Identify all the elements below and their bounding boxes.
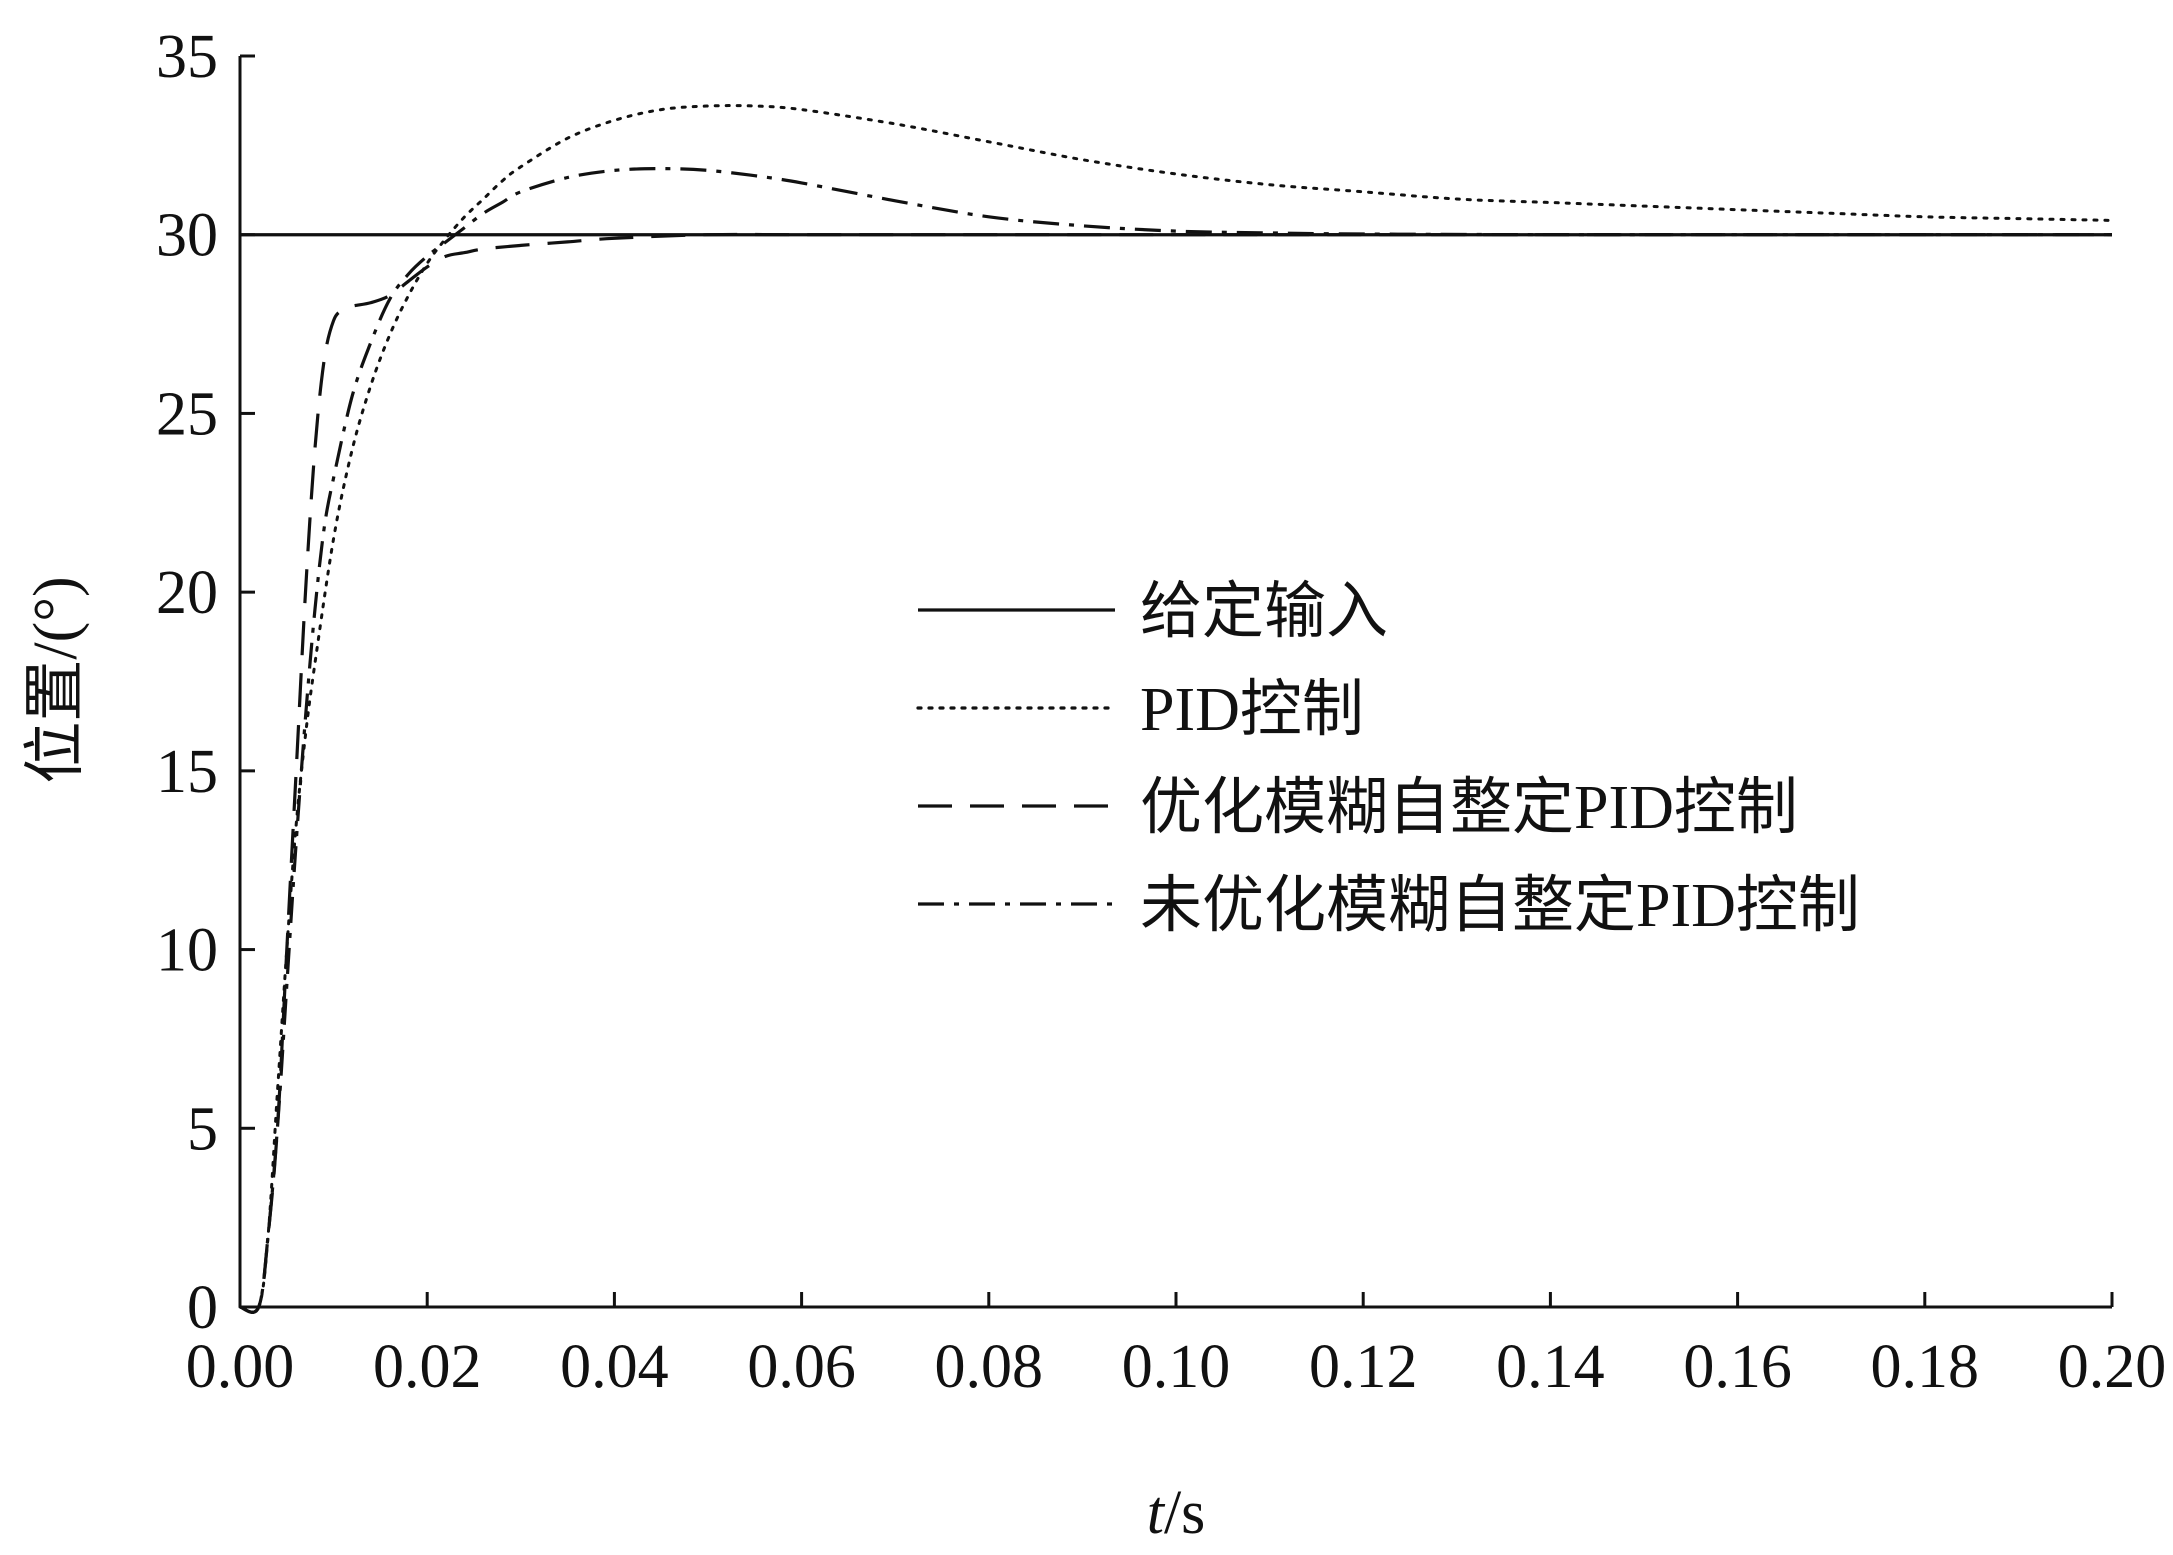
x-axis-title: t/s	[1147, 1479, 1206, 1547]
y-tick-label: 30	[156, 202, 218, 270]
x-tick-label: 0.14	[1496, 1333, 1605, 1401]
x-tick-label: 0.10	[1122, 1333, 1231, 1401]
legend-label-2: 优化模糊自整定PID控制	[1140, 774, 1798, 842]
y-tick-label: 10	[156, 917, 218, 985]
x-axis-title-italic: t	[1147, 1479, 1166, 1547]
x-tick-label: 0.08	[935, 1333, 1044, 1401]
legend-label-1: PID控制	[1140, 676, 1364, 744]
x-tick-label: 0.20	[2058, 1333, 2167, 1401]
legend-label-3: 未优化模糊自整定PID控制	[1140, 872, 1860, 940]
x-tick-label: 0.06	[747, 1333, 856, 1401]
x-tick-label: 0.16	[1683, 1333, 1792, 1401]
x-ticks: 0.00 0.02 0.04 0.06 0.08 0.10 0.12 0.14 0.16 0.18…	[186, 1292, 2167, 1401]
series-line-1	[238, 104, 2114, 1314]
y-axis-title: 位置/(°)	[22, 576, 90, 783]
y-ticks: 0 5 10 15 20 25 30 35	[156, 23, 255, 1342]
x-tick-label: 0.00	[186, 1333, 295, 1401]
y-tick-label: 25	[156, 380, 218, 448]
series-line-2	[239, 232, 2112, 1314]
y-tick-label: 15	[156, 738, 218, 806]
x-tick-label: 0.04	[560, 1333, 669, 1401]
x-axis-title-rest: /s	[1164, 1479, 1205, 1547]
x-tick-label: 0.02	[373, 1333, 482, 1401]
y-tick-label: 20	[156, 559, 218, 627]
y-tick-label: 5	[187, 1095, 218, 1163]
legend-label-0: 给定输入	[1140, 578, 1388, 646]
x-tick-label: 0.18	[1871, 1333, 1980, 1401]
y-tick-label: 35	[156, 23, 218, 91]
y-tick-label: 0	[187, 1274, 218, 1342]
x-tick-label: 0.12	[1309, 1333, 1418, 1401]
plot-lines	[238, 104, 2114, 1314]
series-line-3	[239, 166, 2112, 1314]
